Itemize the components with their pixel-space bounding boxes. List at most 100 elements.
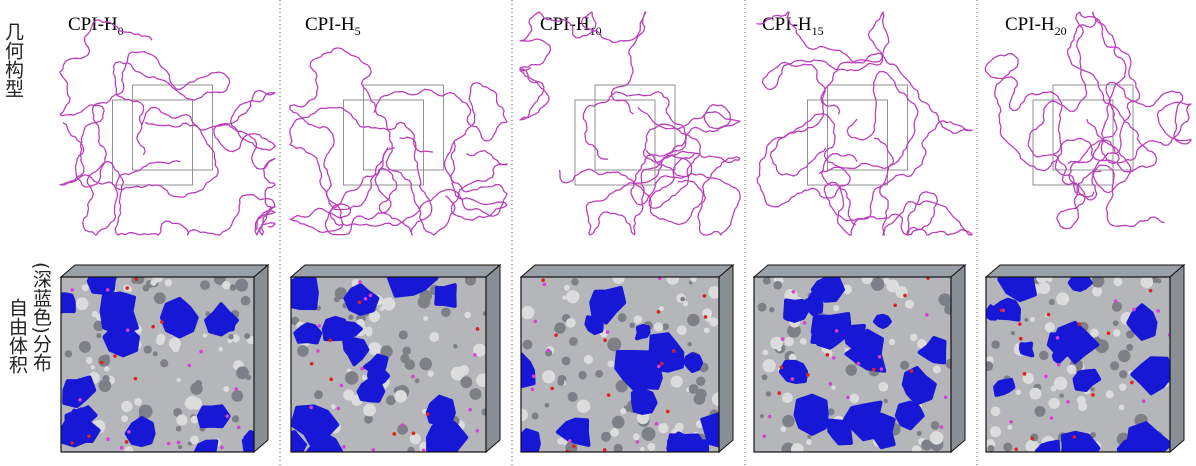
label-subscript: 5 — [355, 24, 361, 38]
atom — [675, 423, 684, 432]
atom — [1045, 322, 1055, 332]
atom-highlight — [835, 329, 839, 333]
atom — [418, 296, 431, 309]
atom — [833, 305, 839, 311]
atom — [86, 357, 93, 364]
polymer-backbone — [757, 72, 918, 207]
atom-highlight — [412, 431, 416, 435]
polymer-chain — [63, 52, 230, 188]
atom — [1003, 443, 1012, 452]
polymer-chain — [1028, 12, 1140, 197]
atom — [363, 404, 376, 417]
atom — [612, 416, 625, 429]
atom — [218, 347, 223, 352]
void-blob — [668, 435, 706, 466]
label-subscript: 20 — [1055, 24, 1067, 38]
atom-highlight — [768, 415, 772, 419]
atom — [331, 404, 336, 409]
atom-highlight — [473, 353, 477, 357]
atom-highlight — [78, 398, 82, 402]
atom — [190, 435, 199, 444]
atom — [82, 284, 89, 291]
atom — [1049, 398, 1060, 409]
atom — [607, 337, 621, 351]
atom — [76, 297, 89, 310]
sim-box — [344, 100, 424, 185]
atom — [153, 351, 158, 356]
atom-highlight — [1014, 447, 1018, 451]
atom — [917, 431, 922, 436]
atom-highlight — [310, 362, 314, 366]
atom-highlight — [780, 366, 784, 370]
atom — [402, 346, 411, 355]
atom — [633, 433, 640, 440]
figure: CPI-H0CPI-H5CPI-H10CPI-H15CPI-H20 几何构型 自… — [0, 0, 1196, 466]
atom-highlight — [329, 378, 333, 382]
atom-highlight — [220, 446, 224, 450]
atom-highlight — [806, 373, 810, 377]
atom — [134, 398, 142, 406]
atom — [144, 346, 152, 354]
atom — [143, 285, 150, 292]
void-blob — [785, 301, 808, 321]
atom — [1030, 388, 1042, 400]
atom-highlight — [475, 429, 479, 433]
atom-highlight — [878, 355, 882, 359]
atom-highlight — [660, 362, 664, 366]
cube-side — [1170, 265, 1184, 452]
atom-highlight — [572, 444, 576, 448]
atom — [1007, 425, 1012, 430]
atom-highlight — [358, 301, 362, 305]
atom — [564, 285, 570, 291]
atom-highlight — [160, 320, 164, 324]
cube-top — [754, 265, 965, 277]
atom-highlight — [940, 425, 944, 429]
atom — [846, 364, 857, 375]
atom — [704, 328, 710, 334]
atom-highlight — [127, 430, 131, 434]
atom — [532, 413, 539, 420]
atom — [523, 340, 533, 350]
atom-highlight — [468, 408, 472, 412]
cube-front — [280, 259, 490, 463]
atom-highlight — [872, 368, 876, 372]
atom-highlight — [1009, 420, 1013, 424]
atom — [930, 431, 943, 444]
atom-highlight — [125, 286, 129, 290]
atom — [806, 439, 812, 445]
atom — [235, 279, 248, 292]
atom — [987, 445, 994, 452]
atom — [585, 405, 590, 410]
row-label: 自由体积 — [6, 298, 28, 374]
atom — [1039, 351, 1048, 360]
atom — [544, 403, 549, 408]
atom — [766, 391, 771, 396]
void-blob — [324, 318, 345, 339]
atom-highlight — [781, 337, 785, 341]
atom — [441, 307, 451, 317]
atom — [647, 443, 655, 451]
atom — [938, 293, 951, 306]
cube-top — [61, 265, 268, 277]
atom — [241, 296, 251, 306]
atom — [884, 399, 888, 403]
cube-front — [504, 272, 733, 466]
atom — [91, 365, 95, 369]
atom — [642, 427, 656, 441]
atom-highlight — [1023, 372, 1027, 376]
atom — [601, 432, 611, 442]
atom-highlight — [237, 426, 241, 430]
sim-box — [113, 100, 193, 185]
atom — [578, 371, 586, 379]
atom-highlight — [234, 387, 238, 391]
atom — [921, 440, 932, 451]
atom — [394, 390, 407, 403]
atom — [769, 307, 774, 312]
figure-canvas: CPI-H0CPI-H5CPI-H10CPI-H15CPI-H20 — [0, 0, 1196, 466]
atom — [380, 307, 384, 311]
atom-highlight — [126, 328, 130, 332]
atom — [831, 385, 835, 389]
polymer-backbone — [290, 48, 455, 235]
atom — [680, 297, 685, 302]
atom-highlight — [1091, 393, 1095, 397]
